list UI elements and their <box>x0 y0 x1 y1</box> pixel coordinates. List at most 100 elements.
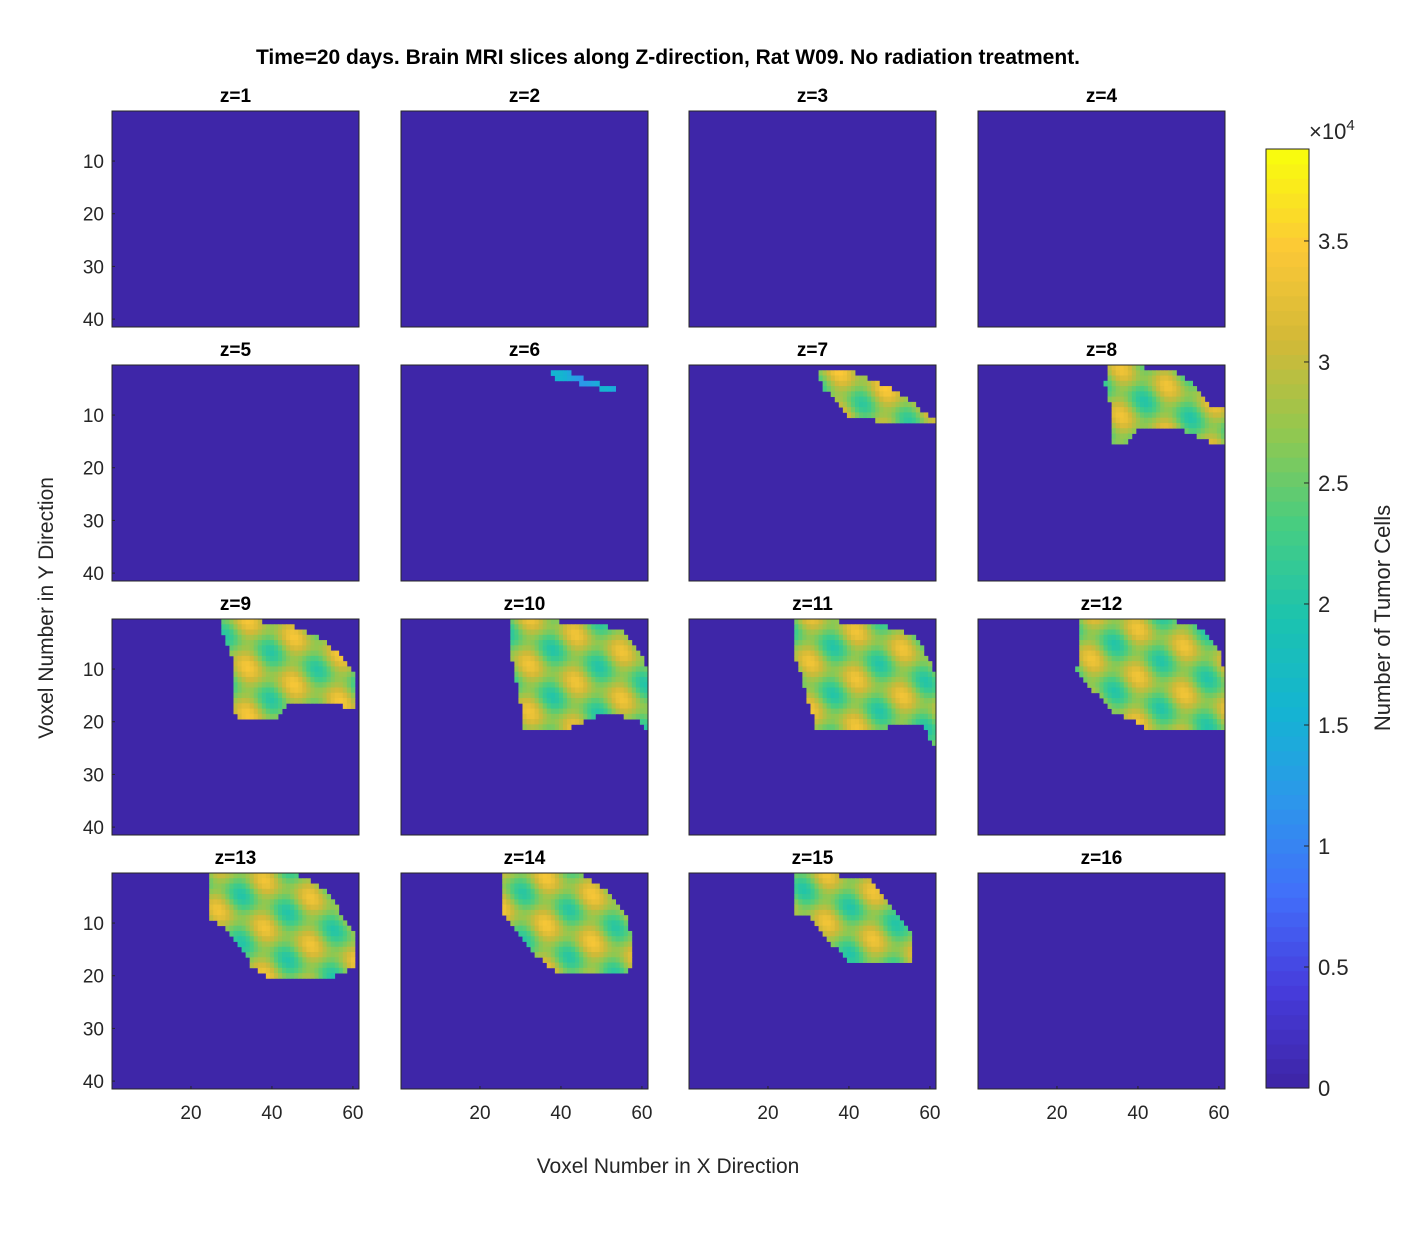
voxel-cell <box>278 952 283 958</box>
voxel-cell <box>550 370 556 376</box>
voxel-cell <box>611 692 617 699</box>
voxel-cell <box>631 645 637 652</box>
voxel-cell <box>1115 386 1121 392</box>
panel-frame <box>111 872 360 1090</box>
voxel-cell <box>1079 634 1084 641</box>
voxel-cell <box>822 698 828 704</box>
voxel-cell <box>567 703 572 709</box>
voxel-cell <box>314 941 319 948</box>
voxel-cell <box>599 698 604 704</box>
voxel-cell <box>927 703 933 709</box>
voxel-cell <box>322 645 328 652</box>
voxel-cell <box>1212 682 1218 688</box>
voxel-cell <box>883 407 888 413</box>
voxel-cell <box>530 878 536 884</box>
voxel-cell <box>538 671 544 678</box>
voxel-cell <box>810 645 815 652</box>
voxel-cell <box>554 629 560 636</box>
voxel-cell <box>257 957 263 963</box>
voxel-cell <box>514 899 519 906</box>
voxel-cell <box>1127 634 1133 641</box>
voxel-cell <box>1196 417 1202 424</box>
voxel-cell <box>278 915 283 921</box>
voxel-cell <box>567 909 572 916</box>
voxel-cell <box>895 666 900 673</box>
voxel-cell <box>1119 422 1125 429</box>
voxel-cell <box>863 719 868 725</box>
voxel-cell <box>558 904 564 911</box>
voxel-cell <box>225 878 230 884</box>
voxel-cell <box>550 962 556 969</box>
colorbar-segment <box>1266 999 1309 1016</box>
voxel-cell <box>530 650 536 657</box>
voxel-cell <box>627 952 633 958</box>
voxel-cell <box>607 894 612 900</box>
voxel-cell <box>603 920 608 927</box>
voxel-cell <box>542 904 548 911</box>
voxel-cell <box>1160 692 1165 699</box>
voxel-cell <box>265 883 271 890</box>
voxel-cell <box>603 703 608 709</box>
voxel-cell <box>550 941 556 948</box>
voxel-cell <box>883 417 888 424</box>
voxel-cell <box>550 915 556 921</box>
voxel-cell <box>522 671 527 678</box>
voxel-cell <box>579 909 584 916</box>
voxel-cell <box>1115 640 1121 646</box>
voxel-cell <box>265 698 271 704</box>
voxel-cell <box>591 624 596 630</box>
voxel-cell <box>510 655 515 662</box>
voxel-cell <box>903 930 909 937</box>
voxel-cell <box>1148 687 1153 694</box>
colorbar-segment <box>1266 486 1309 502</box>
voxel-cell <box>599 703 604 709</box>
voxel-cell <box>1131 629 1137 636</box>
voxel-cell <box>265 962 271 969</box>
voxel-cell <box>233 629 238 636</box>
y-tick-label: 30 <box>83 511 104 532</box>
voxel-cell <box>1123 634 1129 641</box>
voxel-cell <box>1079 661 1084 667</box>
voxel-cell <box>834 645 840 652</box>
voxel-cell <box>1168 682 1173 688</box>
voxel-cell <box>907 930 913 937</box>
voxel-cell <box>1107 365 1113 371</box>
voxel-cell <box>1160 676 1165 683</box>
voxel-cell <box>257 624 263 630</box>
voxel-cell <box>883 946 888 953</box>
voxel-cell <box>1095 687 1100 694</box>
voxel-cell <box>903 666 909 673</box>
voxel-cell <box>278 682 283 688</box>
voxel-cell <box>575 915 580 921</box>
voxel-cell <box>546 909 552 916</box>
voxel-cell <box>510 878 515 884</box>
voxel-cell <box>225 920 230 927</box>
voxel-cell <box>302 655 307 662</box>
voxel-cell <box>587 713 592 720</box>
voxel-cell <box>1095 655 1100 662</box>
voxel-cell <box>603 967 608 974</box>
voxel-cell <box>619 708 625 715</box>
voxel-cell <box>891 396 896 403</box>
voxel-cell <box>887 682 892 688</box>
voxel-cell <box>842 629 848 636</box>
voxel-cell <box>802 904 807 911</box>
voxel-cell <box>623 703 629 709</box>
voxel-cell <box>575 957 580 963</box>
voxel-cell <box>261 957 267 963</box>
voxel-cell <box>1164 412 1169 419</box>
voxel-cell <box>550 634 556 641</box>
voxel-cell <box>334 666 340 673</box>
voxel-cell <box>1139 661 1145 667</box>
voxel-cell <box>1148 713 1153 720</box>
voxel-cell <box>1115 676 1121 683</box>
voxel-cell <box>237 904 242 911</box>
voxel-cell <box>1139 682 1145 688</box>
voxel-cell <box>879 915 884 921</box>
voxel-cell <box>903 634 909 641</box>
voxel-cell <box>554 888 560 895</box>
voxel-cell <box>818 640 824 646</box>
voxel-cell <box>273 650 279 657</box>
voxel-cell <box>834 915 840 921</box>
voxel-cell <box>1079 619 1084 625</box>
